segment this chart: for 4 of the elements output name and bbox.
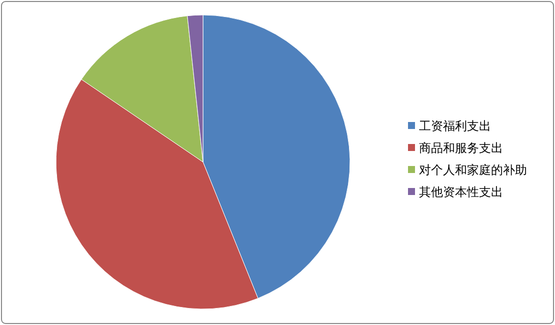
legend-label: 其他资本性支出 bbox=[419, 185, 503, 199]
legend-label: 工资福利支出 bbox=[419, 119, 491, 133]
legend-label: 商品和服务支出 bbox=[419, 141, 503, 155]
legend-label: 对个人和家庭的补助 bbox=[419, 163, 527, 177]
